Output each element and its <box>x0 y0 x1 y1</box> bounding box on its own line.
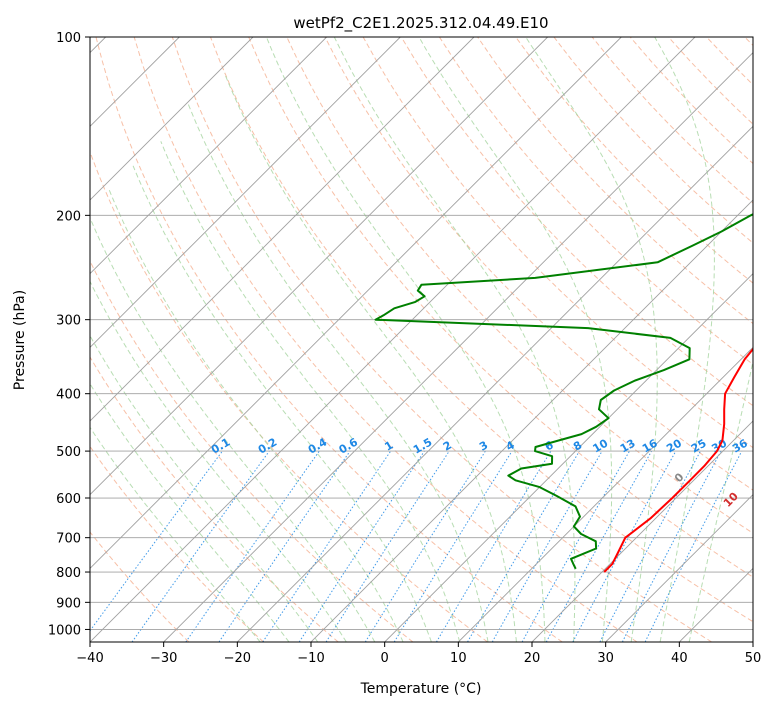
dry-adiabat-line <box>0 37 264 642</box>
dry-adiabat-line <box>707 37 775 642</box>
isotherm-line <box>753 37 775 642</box>
x-tick-label: −10 <box>297 651 324 666</box>
isotherm-line <box>164 37 769 642</box>
moist-adiabat-line <box>655 37 715 642</box>
x-tick-label: 40 <box>671 651 688 666</box>
isotherm-line <box>90 37 695 642</box>
x-tick-label: −30 <box>150 651 177 666</box>
isotherm-line <box>606 37 775 642</box>
y-tick-label: 200 <box>56 209 81 224</box>
mixing-ratio-label: 13 <box>618 437 638 456</box>
isotherm-line <box>385 37 775 642</box>
isotherm-line <box>532 37 775 642</box>
mixing-ratio-label: 1.5 <box>411 436 434 457</box>
mixing-ratio-line <box>299 451 424 642</box>
mixing-ratio-label: 0.2 <box>256 436 279 457</box>
moist-adiabat-line <box>689 37 775 642</box>
y-tick-label: 800 <box>56 566 81 581</box>
x-tick-label: 20 <box>524 651 541 666</box>
dry-adiabat-label: -10 <box>25 421 48 444</box>
isotherm-line <box>679 37 775 642</box>
dry-adiabat-line <box>363 37 775 642</box>
isotherm-line <box>0 37 400 642</box>
x-tick-label: −40 <box>76 651 103 666</box>
mixing-ratio-line <box>219 451 350 642</box>
mixing-ratio-label: 10 <box>591 436 611 455</box>
label-layer: -100-90-80-70-60-50-40-30-20-10010203040… <box>0 51 775 598</box>
mixing-ratio-label: 0.6 <box>337 435 361 456</box>
isotherm-line <box>16 37 621 642</box>
chart-title: wetPf2_C2E1.2025.312.04.49.E10 <box>293 14 548 33</box>
moist-adiabat-line <box>161 141 460 642</box>
mixing-ratio-line <box>326 451 449 642</box>
dry-adiabat-line <box>58 37 488 642</box>
isotherm-line <box>0 37 548 642</box>
x-tick-label: 30 <box>597 651 614 666</box>
y-tick-label: 700 <box>56 532 81 547</box>
mixing-ratio-line <box>645 451 742 642</box>
moist-adiabat-line <box>419 37 612 642</box>
dry-adiabat-line <box>0 37 189 642</box>
dry-adiabat-label: 20 <box>770 514 775 534</box>
mixing-ratio-line <box>622 451 721 642</box>
y-axis-label: Pressure (hPa) <box>12 290 28 390</box>
dry-adiabat-line <box>478 37 775 642</box>
x-tick-label: 10 <box>450 651 467 666</box>
dry-adiabat-label: 10 <box>721 490 741 510</box>
dry-adiabat-line <box>211 37 775 642</box>
mixing-ratio-line <box>522 451 629 642</box>
y-tick-label: 400 <box>56 388 81 403</box>
dry-adiabat-line <box>745 37 775 642</box>
mixing-ratio-line <box>263 451 391 642</box>
grid-layer <box>0 37 775 642</box>
y-tick-label: 1000 <box>48 623 81 638</box>
y-tick-label: 900 <box>56 596 81 611</box>
dry-adiabat-line <box>134 37 637 642</box>
mixing-ratio-label: 16 <box>640 436 660 455</box>
dry-adiabat-line <box>172 37 711 642</box>
y-tick-label: 500 <box>56 445 81 460</box>
y-tick-label: 600 <box>56 492 81 507</box>
x-axis-label: Temperature (°C) <box>360 681 482 697</box>
y-tick-label: 100 <box>56 31 81 46</box>
dry-adiabat-line <box>20 37 413 642</box>
mixing-ratio-label: 25 <box>689 437 709 456</box>
moist-adiabat-line <box>133 166 431 642</box>
dry-adiabat-label: 0 <box>672 470 687 485</box>
moist-adiabat-line <box>13 283 260 642</box>
mixing-ratio-line <box>546 451 651 642</box>
x-tick-label: 50 <box>745 651 762 666</box>
x-tick-label: −20 <box>224 651 251 666</box>
mixing-ratio-label: 0.1 <box>209 436 232 457</box>
isotherm-line <box>458 37 775 642</box>
dry-adiabat-line <box>668 37 775 642</box>
mixing-ratio-line <box>82 451 223 642</box>
mixing-ratio-line <box>132 451 269 642</box>
moist-adiabat-line <box>109 188 404 642</box>
isotherm-line <box>311 37 775 642</box>
dry-adiabat-line <box>0 37 338 642</box>
dry-adiabat-line <box>516 37 775 642</box>
moist-adiabat-line <box>224 73 516 642</box>
isotherm-line <box>0 37 474 642</box>
mixing-ratio-line <box>394 451 512 642</box>
x-tick-label: 0 <box>381 651 389 666</box>
isotherm-line <box>237 37 775 642</box>
isotherm-line <box>0 37 327 642</box>
mixing-ratio-label: 36 <box>730 436 750 455</box>
y-tick-label: 300 <box>56 314 81 329</box>
moist-adiabat-line <box>188 105 488 643</box>
mixing-ratio-line <box>573 451 676 642</box>
dewpoint-profile-line <box>376 37 775 569</box>
mixing-ratio-label: 0.4 <box>306 435 330 456</box>
isotherm-line <box>0 37 253 642</box>
